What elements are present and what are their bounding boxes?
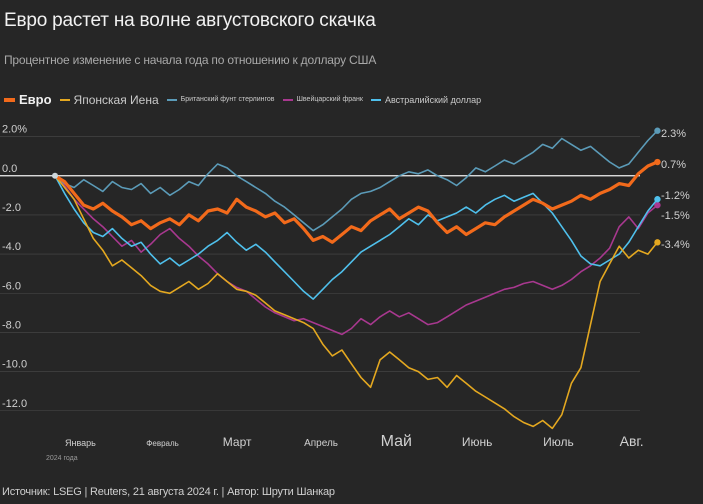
x-tick-label: Март [223,435,252,449]
series-end-label: 2.3% [661,128,686,140]
legend-item: Австралийский доллар [370,94,482,105]
legend-item: Евро [4,92,52,107]
x-tick-label: Июнь [462,435,493,449]
series-line [54,175,659,430]
series-line [53,160,659,244]
y-tick-label: -10.0 [2,359,27,371]
y-tick-label: -6.0 [2,280,21,292]
x-tick-label: Май [381,433,412,450]
legend-label: Австралийский доллар [384,94,482,105]
legend-swatch [370,98,381,101]
chart-legend: Евро Японская Иена Британский фунт стерлин… [4,92,489,107]
x-tick-label: Июль [543,435,574,449]
legend-item: Японская Иена [59,92,159,107]
y-tick-label: -2.0 [2,202,21,214]
legend-label: Британский фунт стерлингов [180,96,275,103]
legend-swatch [4,97,15,102]
y-tick-label: -8.0 [2,319,21,331]
legend-swatch [166,98,177,101]
series-line [54,175,659,300]
legend-item: Швейцарский франк [282,96,363,103]
x-tick-label: Апрель [304,438,338,449]
start-marker [52,172,58,179]
page-title: Евро растет на волне августовского скачк… [4,10,376,31]
series-end-marker [654,127,661,134]
x-tick-label: Февраль [146,439,179,448]
y-tick-label: -12.0 [2,398,27,410]
series-end-marker [654,201,661,209]
series-end-marker [654,239,661,246]
legend-swatch [282,98,293,101]
series-end-label: 0.7% [661,159,686,171]
series-end-marker [654,196,661,203]
y-tick-label: -4.0 [2,241,21,253]
x-tick-label: Январь [65,438,96,448]
series-line [54,175,659,336]
series-line [54,129,659,232]
legend-label: Японская Иена [73,92,159,107]
y-tick-label: 2.0% [2,124,27,136]
y-tick-label: 0.0 [2,163,17,175]
legend-label: Швейцарский франк [296,96,363,103]
series-end-label: -1.2% [661,190,690,202]
chart-subtitle: Процентное изменение с начала года по от… [4,53,377,67]
legend-label: Евро [19,92,52,107]
source-footer: Источник: LSEG | Reuters, 21 августа 202… [2,486,335,498]
legend-swatch [59,98,70,101]
x-tick-sublabel: 2024 года [46,455,78,462]
series-end-label: -3.4% [661,239,690,251]
series-end-label: -1.5% [661,210,690,222]
legend-item: Британский фунт стерлингов [166,96,275,103]
series-end-marker [654,158,661,166]
x-tick-label: Авг. [620,433,644,449]
